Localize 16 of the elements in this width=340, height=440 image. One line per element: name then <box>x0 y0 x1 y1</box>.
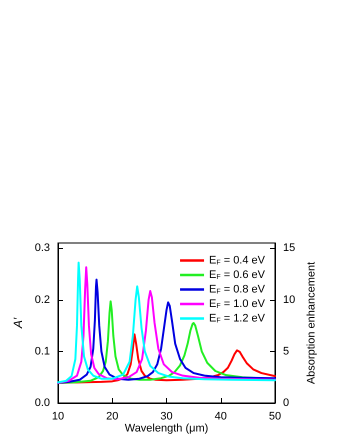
y-tick-label: 0.0 <box>34 397 50 409</box>
y2-axis-title: Absorption enhancement <box>306 262 318 384</box>
x-tick-label: 10 <box>52 410 64 422</box>
x-tick-label: 50 <box>268 410 282 422</box>
x-tick-label: 30 <box>160 410 173 422</box>
x-tick-label: 20 <box>106 410 118 422</box>
y-tick-label: 0.1 <box>34 345 50 358</box>
x-axis-title: Wavelength (μm) <box>124 422 208 434</box>
y-axis-title: A′ <box>10 317 25 330</box>
y-tick-label: 0.2 <box>34 294 50 306</box>
y2-tick-label: 0 <box>283 397 290 409</box>
y2-tick-label: 10 <box>283 294 296 306</box>
x-tick-label: 40 <box>214 410 227 422</box>
y-tick-label: 0.3 <box>34 242 50 254</box>
y2-tick-label: 5 <box>283 345 290 358</box>
y2-tick-label: 15 <box>283 242 296 254</box>
